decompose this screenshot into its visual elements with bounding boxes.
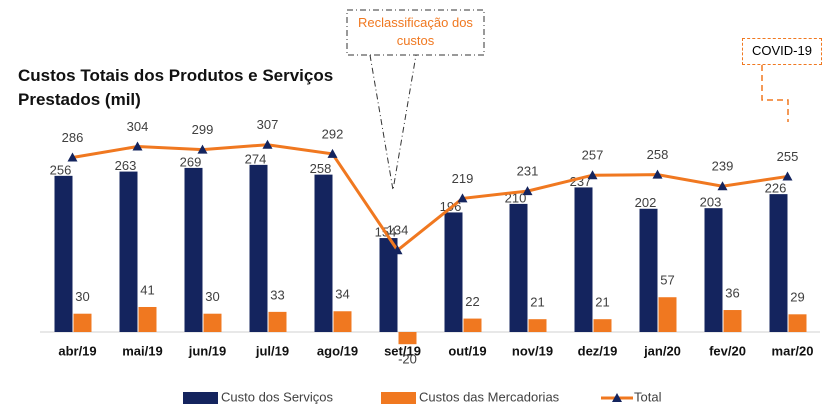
bar: [788, 314, 807, 332]
data-label: 274: [245, 151, 267, 166]
annotation: COVID-19: [742, 38, 822, 65]
bar: [138, 306, 157, 332]
bar: [658, 297, 677, 332]
x-tick-label: out/19: [448, 343, 486, 358]
data-label: 286: [62, 130, 84, 145]
data-label: -20: [398, 352, 417, 367]
bar: [268, 311, 287, 332]
x-tick-label: mai/19: [122, 343, 162, 358]
bar: [769, 194, 788, 332]
data-label: 304: [127, 119, 149, 134]
data-label: 231: [517, 164, 539, 179]
bar: [528, 319, 547, 332]
bar: [54, 175, 73, 332]
legend-label: Total: [634, 389, 662, 404]
x-tick-label: jan/20: [643, 343, 681, 358]
bar: [249, 164, 268, 332]
legend-swatch: [183, 392, 218, 404]
bar: [444, 212, 463, 332]
bar: [723, 310, 742, 332]
bar: [463, 318, 482, 332]
x-tick-label: jun/19: [188, 343, 227, 358]
chart-title: Custos Totais dos Produtos e Serviços Pr…: [18, 66, 334, 109]
bar: [593, 319, 612, 332]
data-label: 21: [530, 295, 544, 310]
bar: [203, 313, 222, 332]
data-label: 29: [790, 290, 804, 305]
marker: [457, 193, 468, 203]
bar: [398, 332, 417, 345]
data-label: 257: [582, 148, 604, 163]
legend-label: Custo dos Serviços: [221, 389, 333, 404]
data-label: 219: [452, 171, 474, 186]
marker: [587, 170, 598, 180]
data-label: 203: [700, 195, 722, 210]
data-label: 30: [75, 289, 89, 304]
x-tick-label: set/19: [384, 343, 421, 358]
annotation-pointer: [369, 54, 417, 191]
marker: [717, 181, 728, 191]
bar: [509, 203, 528, 332]
data-label: 34: [335, 287, 349, 302]
bar: [73, 313, 92, 332]
data-label: 299: [192, 122, 214, 137]
bar: [704, 208, 723, 332]
x-tick-label: mar/20: [772, 343, 814, 358]
data-label: 307: [257, 117, 279, 132]
marker: [262, 139, 273, 149]
bar: [333, 311, 352, 332]
data-label: 263: [115, 158, 137, 173]
bar: [639, 208, 658, 332]
data-label: 226: [765, 181, 787, 196]
marker: [392, 245, 403, 255]
annotation-box: [346, 9, 485, 56]
marker: [67, 152, 78, 162]
marker: [652, 169, 663, 179]
data-label: 255: [777, 149, 799, 164]
bar: [119, 171, 138, 332]
data-label: 258: [310, 161, 332, 176]
x-tick-label: fev/20: [709, 343, 746, 358]
data-label: 36: [725, 285, 739, 300]
x-tick-label: jul/19: [255, 343, 289, 358]
legend-swatch: [381, 392, 416, 404]
legend-marker: [612, 393, 622, 402]
x-tick-label: nov/19: [512, 343, 553, 358]
data-label: 33: [270, 287, 284, 302]
data-label: 57: [660, 273, 674, 288]
data-label: 292: [322, 126, 344, 141]
annotation: Reclassificação dos custos: [358, 15, 473, 48]
x-tick-label: abr/19: [58, 343, 96, 358]
data-label: 269: [180, 154, 202, 169]
marker: [197, 144, 208, 154]
marker: [132, 141, 143, 151]
data-label: 41: [140, 282, 154, 297]
annotation-pointer: [761, 65, 789, 122]
bar: [379, 238, 398, 332]
data-label: 239: [712, 159, 734, 174]
marker: [782, 171, 793, 181]
data-label: 256: [50, 162, 72, 177]
bar: [314, 174, 333, 332]
data-label: 202: [635, 195, 657, 210]
marker: [522, 186, 533, 196]
x-tick-label: dez/19: [578, 343, 618, 358]
bar: [184, 167, 203, 332]
data-label: 258: [647, 147, 669, 162]
marker: [327, 148, 338, 158]
bar: [574, 187, 593, 332]
data-label: 22: [465, 294, 479, 309]
data-label: 21: [595, 295, 609, 310]
line: [72, 143, 788, 253]
legend-label: Custos das Mercadorias: [419, 389, 560, 404]
x-tick-label: ago/19: [317, 343, 358, 358]
data-label: 30: [205, 289, 219, 304]
data-label: 134: [387, 223, 409, 238]
